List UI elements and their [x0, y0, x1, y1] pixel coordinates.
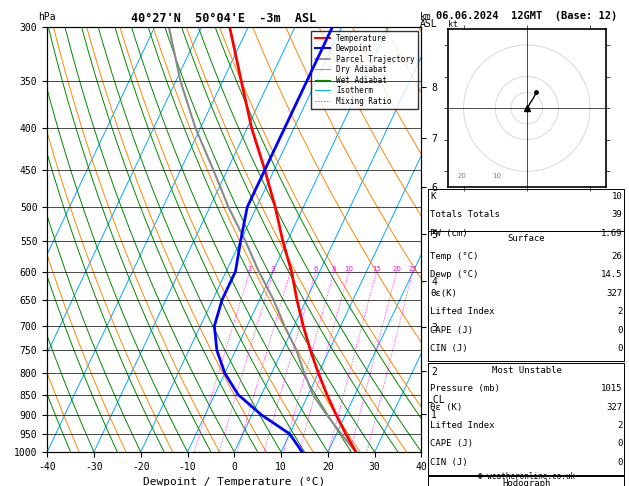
Text: Dewp (°C): Dewp (°C) [430, 271, 479, 279]
Text: CAPE (J): CAPE (J) [430, 326, 474, 335]
Text: Surface: Surface [508, 234, 545, 243]
Text: CIN (J): CIN (J) [430, 458, 468, 467]
Text: 10: 10 [344, 265, 353, 272]
Text: Totals Totals: Totals Totals [430, 210, 500, 220]
Text: Lifted Index: Lifted Index [430, 421, 495, 430]
Text: 0: 0 [617, 326, 623, 335]
Text: 25: 25 [408, 265, 417, 272]
Text: 14.5: 14.5 [601, 271, 623, 279]
Text: 0: 0 [617, 439, 623, 449]
Text: © weatheronline.co.uk: © weatheronline.co.uk [478, 472, 575, 481]
Text: Lifted Index: Lifted Index [430, 308, 495, 316]
Text: 10: 10 [612, 192, 623, 201]
X-axis label: Dewpoint / Temperature (°C): Dewpoint / Temperature (°C) [143, 477, 325, 486]
Text: 6: 6 [313, 265, 318, 272]
Text: Hodograph: Hodograph [503, 479, 550, 486]
Text: hPa: hPa [38, 12, 55, 22]
Text: 06.06.2024  12GMT  (Base: 12): 06.06.2024 12GMT (Base: 12) [436, 11, 617, 21]
Text: 1015: 1015 [601, 384, 623, 393]
Text: kt: kt [448, 20, 458, 29]
Text: 2: 2 [617, 421, 623, 430]
Text: ASL: ASL [420, 19, 438, 30]
Text: 2: 2 [247, 265, 252, 272]
Text: 26: 26 [612, 252, 623, 261]
Text: 2: 2 [617, 308, 623, 316]
Text: 3: 3 [271, 265, 276, 272]
Text: km: km [420, 12, 432, 22]
Text: 0: 0 [617, 458, 623, 467]
Text: Pressure (mb): Pressure (mb) [430, 384, 500, 393]
Text: 327: 327 [606, 402, 623, 412]
Text: Most Unstable: Most Unstable [491, 365, 562, 375]
Text: θε (K): θε (K) [430, 402, 463, 412]
Text: 1.69: 1.69 [601, 229, 623, 238]
Text: LCL: LCL [427, 395, 445, 404]
Text: CIN (J): CIN (J) [430, 344, 468, 353]
Text: 4: 4 [288, 265, 292, 272]
Text: PW (cm): PW (cm) [430, 229, 468, 238]
Text: CAPE (J): CAPE (J) [430, 439, 474, 449]
Text: 39: 39 [612, 210, 623, 220]
Text: θε(K): θε(K) [430, 289, 457, 298]
Text: K: K [430, 192, 436, 201]
Legend: Temperature, Dewpoint, Parcel Trajectory, Dry Adiabat, Wet Adiabat, Isotherm, Mi: Temperature, Dewpoint, Parcel Trajectory… [311, 31, 418, 109]
Text: 8: 8 [331, 265, 337, 272]
Text: 10: 10 [492, 173, 501, 179]
Text: Temp (°C): Temp (°C) [430, 252, 479, 261]
Text: 327: 327 [606, 289, 623, 298]
Text: 20: 20 [457, 173, 466, 179]
Text: 40°27'N  50°04'E  -3m  ASL: 40°27'N 50°04'E -3m ASL [131, 12, 316, 25]
Text: 0: 0 [617, 344, 623, 353]
Text: 20: 20 [392, 265, 401, 272]
Text: 15: 15 [372, 265, 381, 272]
